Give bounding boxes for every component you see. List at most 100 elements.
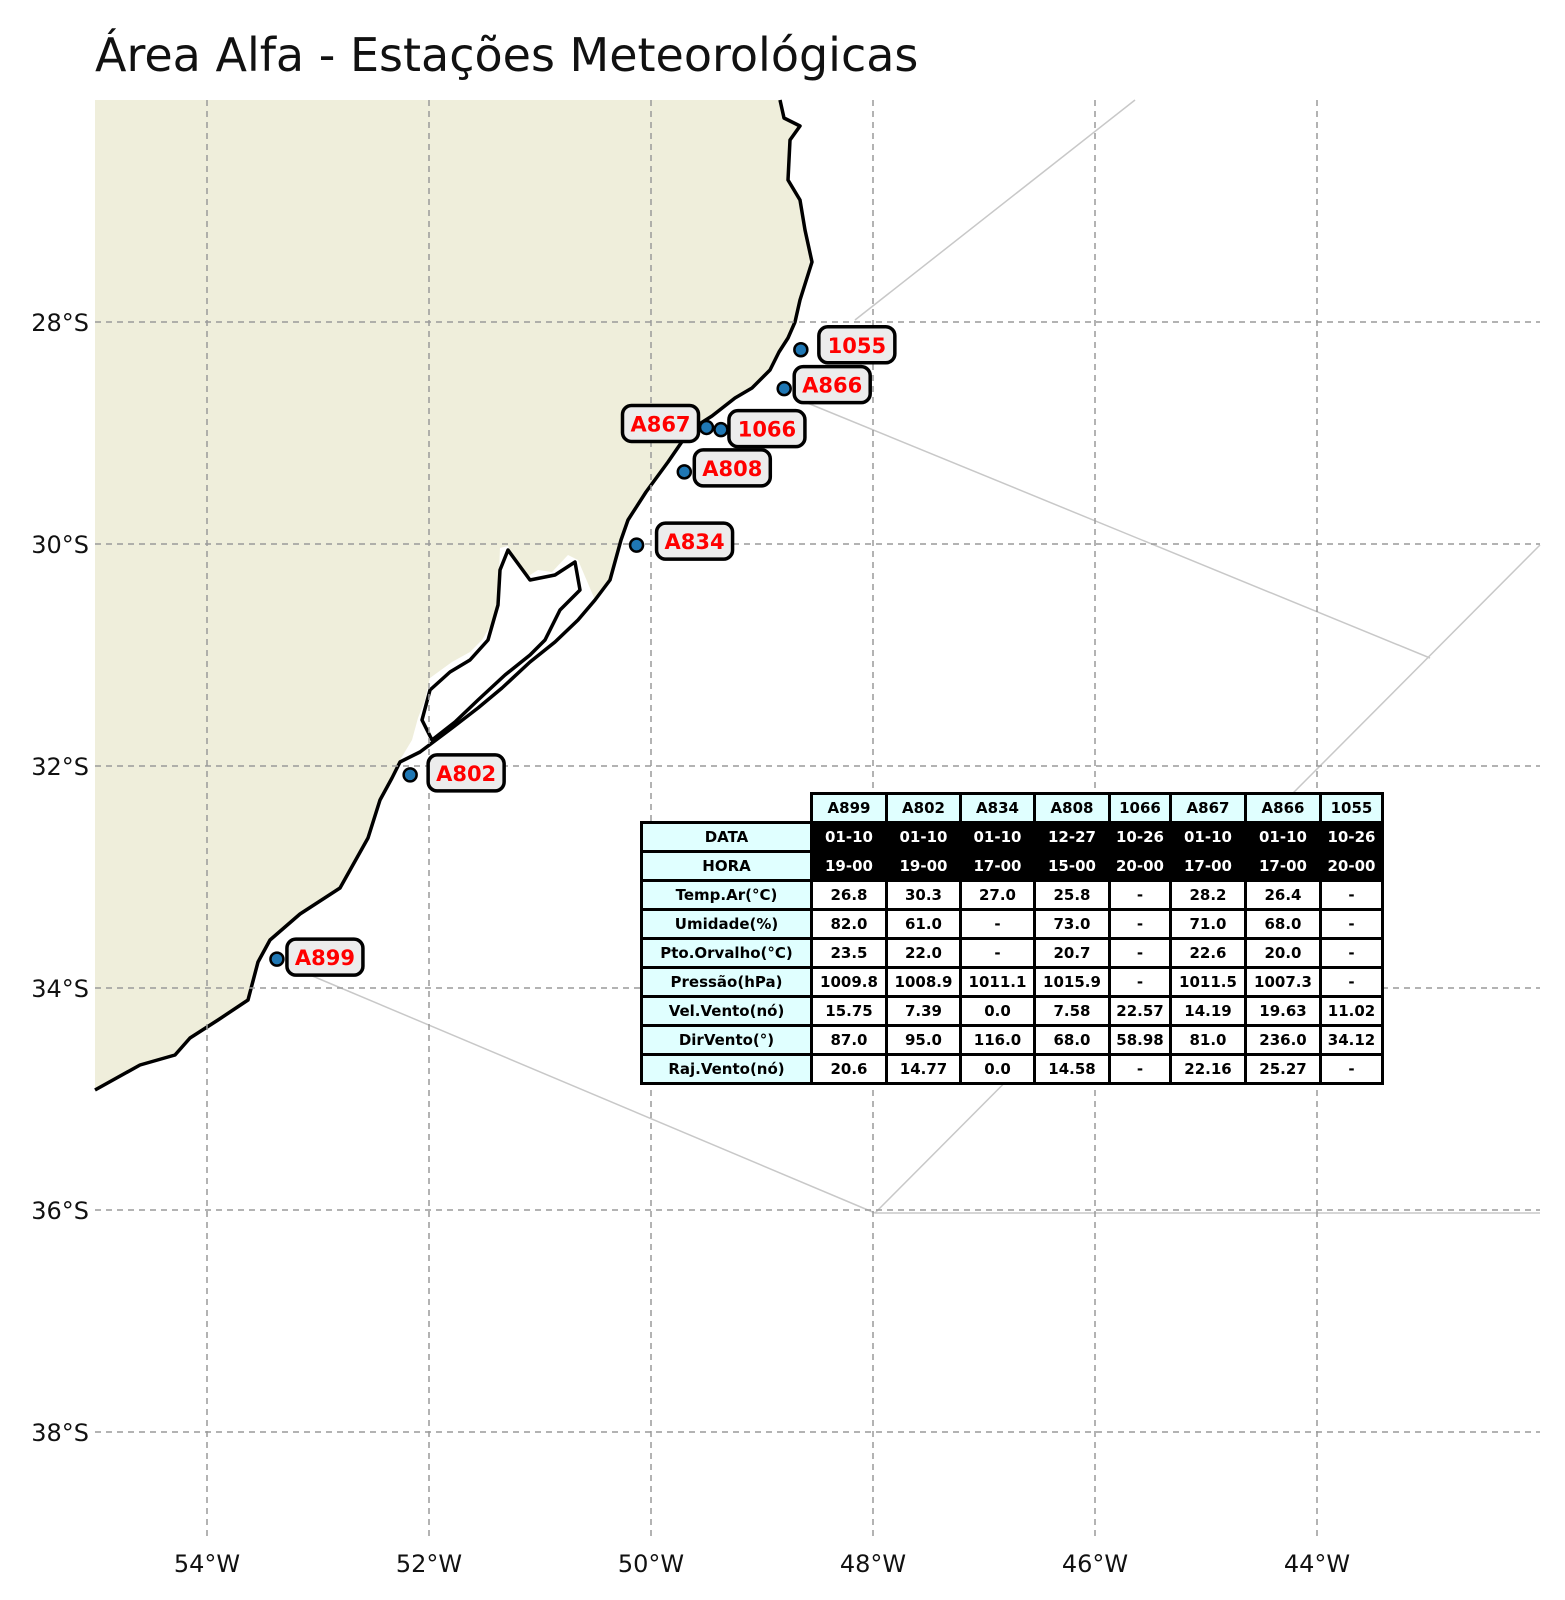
table-cell: 22.16 xyxy=(1169,1053,1247,1085)
station-A834[interactable]: A834 xyxy=(628,521,735,561)
table-cell: - xyxy=(959,908,1036,940)
table-cell: 10-26 xyxy=(1319,821,1384,853)
table-cell: 20.6 xyxy=(810,1053,888,1085)
table-header-row: A899 A802 A834 A808 1066 A867 A866 1055 xyxy=(642,792,1384,824)
table-cell: - xyxy=(1319,908,1384,940)
table-corner xyxy=(642,794,812,823)
table-row: Pressão(hPa) 1009.8 1008.9 1011.1 1015.9-101… xyxy=(640,966,1384,998)
table-row: DirVento(°) 87.0 95.0 116.0 68.0 58.98 81.0 236… xyxy=(640,1024,1384,1056)
row-label: Pressão(hPa) xyxy=(640,966,813,998)
station-label-box xyxy=(654,521,735,561)
table-cell: 68.0 xyxy=(1033,1024,1111,1056)
table-cell: 15-00 xyxy=(1033,850,1111,882)
longitude-tick-label: 48°W xyxy=(840,1550,906,1578)
table-cell: 73.0 xyxy=(1033,908,1111,940)
table-row: Pto.Orvalho(°C) 23.5 22.0-20.7-22.6 20.0- xyxy=(640,937,1384,969)
table-row: Raj.Vento(nó) 20.6 14.77 0.0 14.58-22.16 25.2… xyxy=(640,1053,1384,1085)
station-A808[interactable]: A808 xyxy=(676,448,773,488)
table-cell: 0.0 xyxy=(959,995,1036,1027)
table-cell: 27.0 xyxy=(959,879,1036,911)
station-label: A802 xyxy=(436,762,496,786)
station-label-box xyxy=(620,403,701,444)
latitude-tick-label: 34°S xyxy=(31,975,89,1003)
station-1055[interactable]: 1055 xyxy=(793,325,897,365)
longitude-tick-label: 46°W xyxy=(1062,1550,1128,1578)
table-cell: 01-10 xyxy=(1244,821,1322,853)
latitude-tick-label: 36°S xyxy=(31,1197,89,1225)
table-cell: - xyxy=(1108,879,1172,911)
map-title: Área Alfa - Estações Meteorológicas xyxy=(95,28,919,82)
row-label: Vel.Vento(nó) xyxy=(640,995,813,1027)
station-A802[interactable]: A802 xyxy=(402,753,506,793)
station-1066[interactable]: 1066 xyxy=(713,408,807,449)
latitude-tick-label: 38°S xyxy=(31,1419,89,1447)
table-cell: - xyxy=(1319,1053,1384,1085)
table-cell: 25.8 xyxy=(1033,879,1111,911)
table-cell: 87.0 xyxy=(810,1024,888,1056)
table-cell: 95.0 xyxy=(885,1024,962,1056)
row-label: HORA xyxy=(640,850,813,882)
station-label: A866 xyxy=(802,374,862,398)
station-A899[interactable]: A899 xyxy=(269,937,365,977)
column-header: A866 xyxy=(1244,792,1322,824)
station-marker[interactable] xyxy=(793,342,809,358)
table-cell: 23.5 xyxy=(810,937,888,969)
station-marker[interactable] xyxy=(698,419,715,436)
table-cell: 81.0 xyxy=(1169,1024,1247,1056)
row-label: DATA xyxy=(640,821,813,853)
table-row: Temp.Ar(°C) 26.8 30.3 27.0 25.8-28.2 26.4- xyxy=(640,879,1384,911)
table-cell: 22.6 xyxy=(1169,937,1247,969)
station-label: 1066 xyxy=(738,418,796,442)
observations-table: A899 A802 A834 A808 1066 A867 A866 1055 DATA 01-1… xyxy=(640,792,1384,1085)
station-label: A899 xyxy=(295,946,355,970)
station-label-box xyxy=(792,364,872,405)
table-cell: 19.63 xyxy=(1244,995,1322,1027)
table-cell: 7.39 xyxy=(885,995,962,1027)
row-label: Pto.Orvalho(°C) xyxy=(640,937,813,969)
table-cell: 17-00 xyxy=(959,850,1036,882)
row-label: DirVento(°) xyxy=(640,1024,813,1056)
table-cell: 17-00 xyxy=(1244,850,1322,882)
table-cell: - xyxy=(1319,879,1384,911)
station-A866[interactable]: A866 xyxy=(776,364,872,405)
station-label-box xyxy=(727,408,807,449)
station-label-box xyxy=(426,753,506,793)
station-marker[interactable] xyxy=(402,767,418,783)
column-header: 1055 xyxy=(1319,792,1384,824)
table-cell: 14.77 xyxy=(885,1053,962,1085)
table-cell: - xyxy=(1319,966,1384,998)
row-label: Raj.Vento(nó) xyxy=(640,1053,813,1085)
column-header: A867 xyxy=(1169,792,1247,824)
table-cell: - xyxy=(1108,908,1172,940)
column-header: A834 xyxy=(959,792,1036,824)
table-cell: 1009.8 xyxy=(810,966,888,998)
station-marker[interactable] xyxy=(713,421,729,438)
latitude-labels: 28°S 30°S 32°S 34°S 36°S 38°S xyxy=(31,309,89,1447)
station-label: A808 xyxy=(702,457,762,481)
table-cell: 15.75 xyxy=(810,995,888,1027)
station-marker[interactable] xyxy=(628,537,645,553)
station-label: A834 xyxy=(665,530,725,554)
station-A867[interactable]: A867 xyxy=(620,403,715,444)
longitude-labels: 54°W 52°W 50°W 48°W 46°W 44°W xyxy=(174,1550,1350,1578)
row-label: Umidade(%) xyxy=(640,908,813,940)
table-cell: 1007.3 xyxy=(1244,966,1322,998)
table-cell: 01-10 xyxy=(1169,821,1247,853)
column-header: A899 xyxy=(810,792,888,824)
table-cell: 1008.9 xyxy=(885,966,962,998)
station-label-box xyxy=(285,937,365,977)
table-cell: 26.8 xyxy=(810,879,888,911)
table-cell: 71.0 xyxy=(1169,908,1247,940)
latitude-tick-label: 32°S xyxy=(31,753,89,781)
table-cell: 14.19 xyxy=(1169,995,1247,1027)
station-marker[interactable] xyxy=(269,951,285,967)
station-marker[interactable] xyxy=(676,464,693,480)
table-cell: 01-10 xyxy=(810,821,888,853)
table-cell: 20-00 xyxy=(1319,850,1384,882)
station-marker[interactable] xyxy=(776,380,792,397)
table-cell: 10-26 xyxy=(1108,821,1172,853)
table-cell: 20.0 xyxy=(1244,937,1322,969)
station-label: 1055 xyxy=(828,334,886,358)
table-row: HORA 19-00 19-00 17-00 15-00 20-00 17-00 17-00 2… xyxy=(640,850,1384,882)
table-cell: 12-27 xyxy=(1033,821,1111,853)
